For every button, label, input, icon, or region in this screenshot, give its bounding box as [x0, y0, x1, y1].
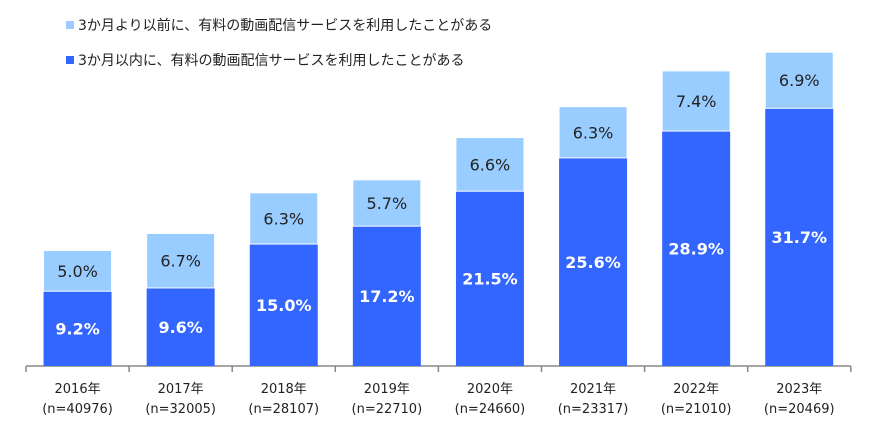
data-label: 5.0% — [57, 262, 98, 281]
data-label: 6.9% — [779, 71, 820, 90]
bar-segment — [146, 287, 215, 366]
data-label: 7.4% — [676, 92, 717, 111]
bar-segment — [43, 291, 112, 366]
x-tick-sublabel: (n=32005) — [145, 402, 216, 417]
data-label: 6.7% — [160, 252, 201, 271]
bar-segment — [249, 192, 319, 245]
x-tick-sublabel: (n=28107) — [248, 402, 319, 417]
legend-swatch — [66, 56, 74, 64]
x-tick-label: 2016年 — [55, 382, 101, 397]
legend-swatch — [66, 21, 74, 29]
bar-segment — [559, 157, 628, 366]
data-label: 21.5% — [462, 270, 518, 289]
data-label: 15.0% — [256, 296, 312, 315]
legend-label: 3か月以内に、有料の動画配信サービスを利用したことがある — [78, 53, 465, 69]
x-tick-label: 2020年 — [467, 382, 513, 397]
x-tick-label: 2022年 — [673, 382, 719, 397]
data-label: 6.3% — [573, 123, 614, 142]
bar-segment — [455, 137, 525, 192]
data-label: 31.7% — [771, 228, 827, 247]
data-label: 17.2% — [359, 287, 415, 306]
data-label: 28.9% — [668, 240, 724, 259]
bar-segment — [352, 179, 422, 227]
x-tick-sublabel: (n=22710) — [352, 402, 423, 417]
x-tick-sublabel: (n=23317) — [558, 402, 629, 417]
bar-segment — [662, 131, 731, 366]
bar-segment — [352, 226, 421, 366]
x-tick-sublabel: (n=20469) — [764, 402, 835, 417]
bar-segment — [249, 244, 318, 366]
data-label: 6.6% — [470, 155, 511, 174]
data-label: 9.6% — [158, 318, 202, 337]
bar-segment — [765, 108, 834, 367]
x-tick-sublabel: (n=21010) — [661, 402, 732, 417]
bar-segment — [455, 191, 524, 366]
legend-label: 3か月より以前に、有料の動画配信サービスを利用したことがある — [78, 17, 492, 34]
bar-segment — [661, 70, 731, 132]
bar-segment — [558, 106, 628, 159]
x-tick-label: 2019年 — [364, 382, 410, 397]
bar-segment — [764, 51, 834, 109]
bar-segment — [146, 232, 216, 289]
x-tick-label: 2023年 — [776, 382, 822, 397]
x-tick-label: 2018年 — [261, 382, 307, 397]
x-tick-label: 2017年 — [158, 382, 204, 397]
x-tick-sublabel: (n=24660) — [455, 402, 526, 417]
data-label: 5.7% — [367, 194, 408, 213]
x-tick-label: 2021年 — [570, 382, 616, 397]
x-tick-sublabel: (n=40976) — [42, 402, 113, 417]
data-label: 25.6% — [565, 253, 621, 272]
data-label: 9.2% — [55, 320, 99, 339]
bar-segment — [43, 250, 113, 292]
data-label: 6.3% — [263, 209, 304, 228]
